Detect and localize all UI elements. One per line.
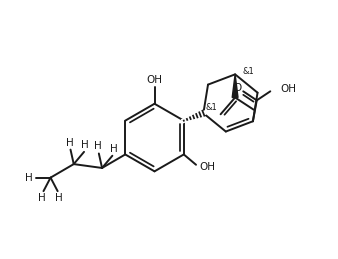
Text: H: H	[94, 141, 102, 152]
Text: OH: OH	[199, 162, 215, 172]
Text: &1: &1	[243, 67, 255, 76]
Text: OH: OH	[146, 75, 163, 85]
Text: H: H	[25, 173, 33, 183]
Polygon shape	[232, 74, 238, 98]
Text: H: H	[81, 140, 89, 150]
Text: O: O	[233, 83, 242, 93]
Text: OH: OH	[281, 84, 296, 94]
Text: &1: &1	[206, 103, 217, 112]
Text: H: H	[110, 144, 118, 154]
Text: H: H	[55, 193, 63, 203]
Text: H: H	[38, 193, 46, 203]
Text: H: H	[66, 138, 74, 148]
